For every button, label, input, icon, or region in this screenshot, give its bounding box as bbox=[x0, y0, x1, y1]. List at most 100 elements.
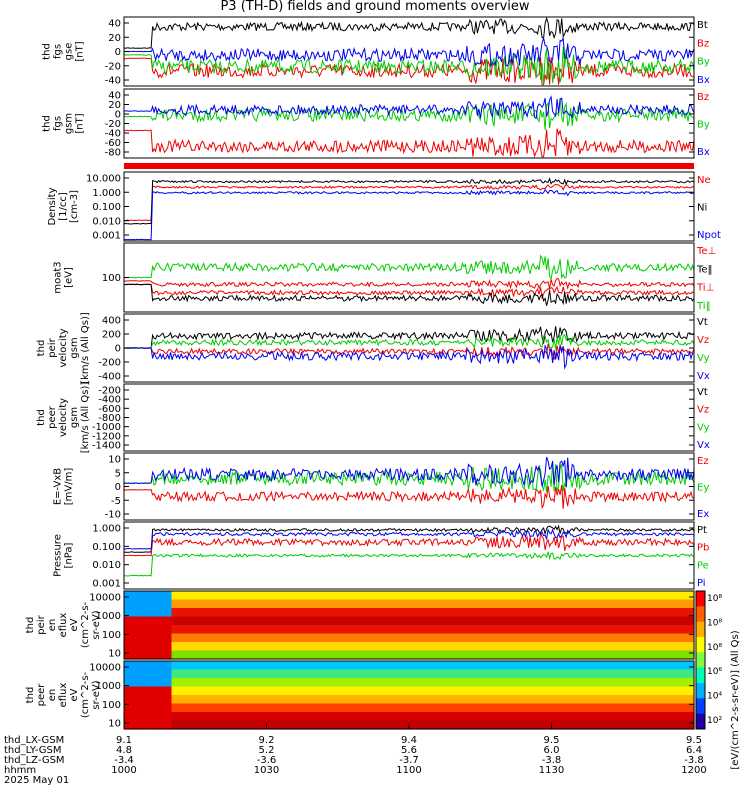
x-row-label: 2025 May 01 bbox=[4, 775, 69, 786]
spectrogram-cell bbox=[257, 616, 268, 626]
spectrogram-cell bbox=[285, 703, 296, 713]
spectrogram-cell bbox=[200, 625, 211, 635]
x-tick-label: 1130 bbox=[539, 765, 564, 776]
spectrogram-cell bbox=[171, 661, 182, 671]
spectrogram-cell bbox=[133, 633, 144, 643]
spectrogram-cell bbox=[561, 669, 572, 679]
spectrogram-cell bbox=[665, 703, 676, 713]
spectrogram-cell bbox=[295, 591, 306, 601]
spectrogram-cell bbox=[675, 599, 686, 609]
spectrogram-cell bbox=[133, 686, 144, 696]
spectrogram-cell bbox=[171, 712, 182, 722]
spectrogram-cell bbox=[276, 661, 287, 671]
y-tick-label: 0.001 bbox=[92, 579, 121, 590]
colorbar-segment bbox=[696, 713, 705, 730]
spectrogram-cell bbox=[627, 650, 638, 660]
spectrogram-cell bbox=[333, 678, 344, 688]
spectrogram-cell bbox=[589, 591, 600, 601]
spectrogram-cell bbox=[209, 695, 220, 705]
spectrogram-cell bbox=[143, 678, 154, 688]
spectrogram-cell bbox=[238, 703, 249, 713]
spectrogram-cell bbox=[304, 661, 315, 671]
spectrogram-cell bbox=[684, 686, 695, 696]
spectrogram-cell bbox=[390, 650, 401, 660]
spectrogram-cell bbox=[361, 608, 372, 618]
spectrogram-cell bbox=[323, 720, 334, 730]
spectrogram-cell bbox=[542, 633, 553, 643]
spectrogram-cell bbox=[323, 616, 334, 626]
spectrogram-cell bbox=[418, 625, 429, 635]
colorbar-tick-label: 10⁶ bbox=[707, 667, 722, 677]
spectrogram-cell bbox=[171, 720, 182, 730]
spectrogram-cell bbox=[608, 633, 619, 643]
spectrogram-cell bbox=[190, 686, 201, 696]
spectrogram-cell bbox=[266, 591, 277, 601]
spectrogram-cell bbox=[209, 642, 220, 652]
spectrogram-cell bbox=[181, 703, 192, 713]
spectrogram-cell bbox=[504, 642, 515, 652]
spectrogram-cell bbox=[133, 678, 144, 688]
series-line bbox=[123, 97, 695, 131]
spectrogram-cell bbox=[485, 633, 496, 643]
spectrogram-cell bbox=[475, 650, 486, 660]
spectrogram-cell bbox=[580, 703, 591, 713]
spectrogram-cell bbox=[304, 591, 315, 601]
legend-entry: Bz bbox=[697, 38, 709, 49]
series-line bbox=[123, 283, 695, 300]
spectrogram-cell bbox=[494, 616, 505, 626]
spectrogram-cell bbox=[675, 703, 686, 713]
x-tick-label: 1200 bbox=[681, 765, 706, 776]
y-axis-label: eV bbox=[69, 688, 80, 701]
spectrogram-cell bbox=[561, 720, 572, 730]
spectrogram-cell bbox=[409, 650, 420, 660]
spectrogram-cell bbox=[171, 599, 182, 609]
spectrogram-cell bbox=[618, 633, 629, 643]
spectrogram-cell bbox=[646, 608, 657, 618]
spectrogram-cell bbox=[228, 625, 239, 635]
spectrogram-cell bbox=[314, 703, 325, 713]
spectrogram-cell bbox=[380, 720, 391, 730]
spectrogram-cell bbox=[437, 608, 448, 618]
spectrogram-cell bbox=[352, 669, 363, 679]
spectrogram-cell bbox=[656, 695, 667, 705]
legend-entry: Vt bbox=[697, 387, 708, 398]
spectrogram-cell bbox=[485, 591, 496, 601]
legend-entry: Bt bbox=[697, 20, 708, 31]
spectrogram-cell bbox=[409, 616, 420, 626]
spectrogram-cell bbox=[143, 695, 154, 705]
spectrogram-cell bbox=[447, 669, 458, 679]
spectrogram-cell bbox=[276, 633, 287, 643]
spectrogram-cell bbox=[532, 678, 543, 688]
spectrogram-cell bbox=[466, 599, 477, 609]
spectrogram-cell bbox=[456, 661, 467, 671]
spectrogram-cell bbox=[504, 720, 515, 730]
colorbar-segment bbox=[696, 637, 705, 653]
legend-entry: Ez bbox=[697, 456, 709, 467]
spectrogram-cell bbox=[656, 686, 667, 696]
spectrogram-cell bbox=[494, 633, 505, 643]
spectrogram-cell bbox=[162, 695, 173, 705]
y-axis-label: [eV] bbox=[64, 267, 75, 288]
spectrogram-cell bbox=[646, 591, 657, 601]
spectrogram-cell bbox=[418, 712, 429, 722]
y-axis-label: sr-eV) bbox=[91, 680, 102, 709]
legend-entry: Pe bbox=[697, 560, 709, 571]
spectrogram-cell bbox=[390, 695, 401, 705]
spectrogram-cell bbox=[589, 712, 600, 722]
spectrogram-cell bbox=[238, 625, 249, 635]
spectrogram-cell bbox=[589, 633, 600, 643]
spectrogram-cell bbox=[152, 686, 163, 696]
spectrogram-cell bbox=[276, 703, 287, 713]
spectrogram-cell bbox=[447, 712, 458, 722]
spectrogram-cell bbox=[257, 599, 268, 609]
series-line bbox=[123, 278, 695, 290]
spectrogram-cell bbox=[561, 712, 572, 722]
spectrogram-cell bbox=[209, 720, 220, 730]
spectrogram-cell bbox=[181, 625, 192, 635]
spectrogram-cell bbox=[247, 616, 258, 626]
spectrogram-cell bbox=[314, 616, 325, 626]
spectrogram-cell bbox=[257, 669, 268, 679]
spectrogram-cell bbox=[665, 591, 676, 601]
spectrogram-cell bbox=[466, 678, 477, 688]
spectrogram-cell bbox=[418, 703, 429, 713]
